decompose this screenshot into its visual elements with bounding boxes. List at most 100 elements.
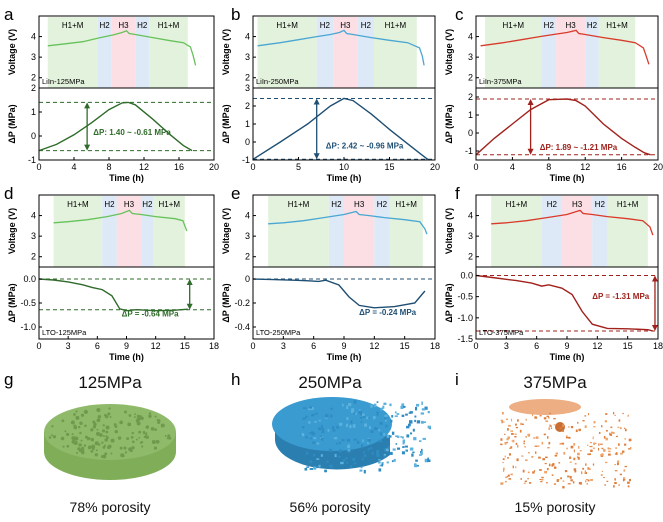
particle bbox=[608, 450, 611, 453]
particle bbox=[370, 447, 373, 450]
particle bbox=[527, 477, 529, 480]
particle bbox=[612, 432, 615, 434]
particle bbox=[506, 438, 509, 441]
particle bbox=[501, 420, 503, 424]
particle bbox=[336, 425, 339, 429]
particle bbox=[414, 464, 418, 468]
particle bbox=[318, 427, 322, 431]
particle bbox=[302, 417, 306, 420]
particle bbox=[421, 420, 424, 424]
particle bbox=[601, 453, 604, 456]
panel-letter: g bbox=[4, 370, 13, 389]
particle bbox=[345, 457, 348, 460]
arrow-head-up bbox=[186, 279, 193, 285]
phase-band bbox=[53, 196, 103, 267]
arrow-head-down bbox=[313, 153, 320, 160]
particle bbox=[533, 437, 536, 439]
pore bbox=[108, 407, 111, 410]
particle bbox=[556, 479, 559, 482]
y-tick-label: 3 bbox=[468, 231, 473, 241]
particle bbox=[548, 441, 551, 445]
particle bbox=[600, 453, 602, 457]
particle bbox=[383, 453, 387, 456]
particle bbox=[549, 424, 551, 427]
particle bbox=[535, 436, 539, 439]
particle bbox=[412, 451, 415, 454]
particle bbox=[598, 431, 601, 434]
particle bbox=[402, 405, 406, 408]
pressure-frame bbox=[38, 87, 215, 161]
pore bbox=[51, 425, 54, 428]
pore bbox=[150, 427, 155, 431]
particle bbox=[409, 447, 414, 451]
particle bbox=[562, 480, 565, 482]
particle bbox=[401, 436, 404, 439]
particle bbox=[534, 451, 537, 454]
particle bbox=[584, 425, 587, 428]
particle bbox=[618, 419, 621, 422]
particle bbox=[545, 456, 548, 459]
y-tick-label: -1 bbox=[465, 146, 473, 156]
x-tick-label: 9 bbox=[124, 341, 129, 351]
arrow-head-down bbox=[651, 324, 658, 331]
particle bbox=[568, 426, 570, 428]
particle bbox=[503, 421, 505, 423]
pore bbox=[104, 452, 108, 456]
particle bbox=[301, 426, 305, 429]
x-tick-label: 16 bbox=[617, 162, 627, 172]
arrow-head-down bbox=[186, 303, 193, 310]
pressure-annotation: ΔP = -1.31 MPa bbox=[592, 292, 650, 301]
pore bbox=[52, 435, 57, 439]
particle bbox=[309, 432, 311, 434]
voltage-line bbox=[47, 30, 197, 66]
pore bbox=[119, 446, 123, 450]
particle bbox=[534, 445, 538, 447]
particle bbox=[592, 463, 595, 466]
particle bbox=[380, 407, 383, 411]
particle bbox=[389, 403, 392, 407]
pore bbox=[97, 415, 102, 419]
particle bbox=[615, 447, 617, 449]
particle bbox=[540, 481, 543, 483]
pore bbox=[110, 438, 115, 443]
y-tick-label: -0.2 bbox=[234, 298, 250, 308]
particle bbox=[577, 452, 580, 456]
pore bbox=[145, 425, 150, 429]
arrow-head-up bbox=[527, 98, 534, 105]
particle bbox=[584, 470, 587, 474]
pore bbox=[145, 432, 148, 435]
arrow-head-up bbox=[651, 275, 658, 282]
phase-band bbox=[102, 196, 117, 267]
particle bbox=[325, 414, 329, 418]
particle bbox=[578, 481, 582, 485]
x-tick-label: 20 bbox=[209, 162, 219, 172]
y-tick-label: 3 bbox=[468, 52, 473, 62]
particle bbox=[598, 447, 600, 451]
particle bbox=[585, 463, 587, 466]
particle bbox=[401, 414, 405, 417]
pore bbox=[78, 443, 82, 447]
particle bbox=[525, 459, 528, 461]
pore bbox=[140, 416, 144, 421]
voltage-line bbox=[268, 210, 428, 235]
particle bbox=[542, 458, 546, 461]
particle bbox=[572, 481, 575, 484]
particle bbox=[352, 457, 355, 461]
particle bbox=[383, 402, 387, 405]
particle bbox=[520, 477, 522, 480]
pore bbox=[122, 455, 125, 458]
pore bbox=[110, 452, 113, 455]
particle bbox=[510, 473, 513, 476]
pore bbox=[87, 445, 92, 450]
particle bbox=[304, 467, 308, 471]
particle bbox=[609, 448, 612, 450]
x-tick-label: 18 bbox=[209, 341, 219, 351]
particle bbox=[316, 442, 320, 445]
particle bbox=[559, 427, 563, 429]
particle bbox=[554, 454, 558, 457]
particle bbox=[553, 466, 557, 469]
y-tick-label: 2 bbox=[245, 73, 250, 83]
pore bbox=[131, 440, 135, 444]
particle bbox=[568, 436, 571, 439]
arrow-head-down bbox=[527, 148, 534, 155]
